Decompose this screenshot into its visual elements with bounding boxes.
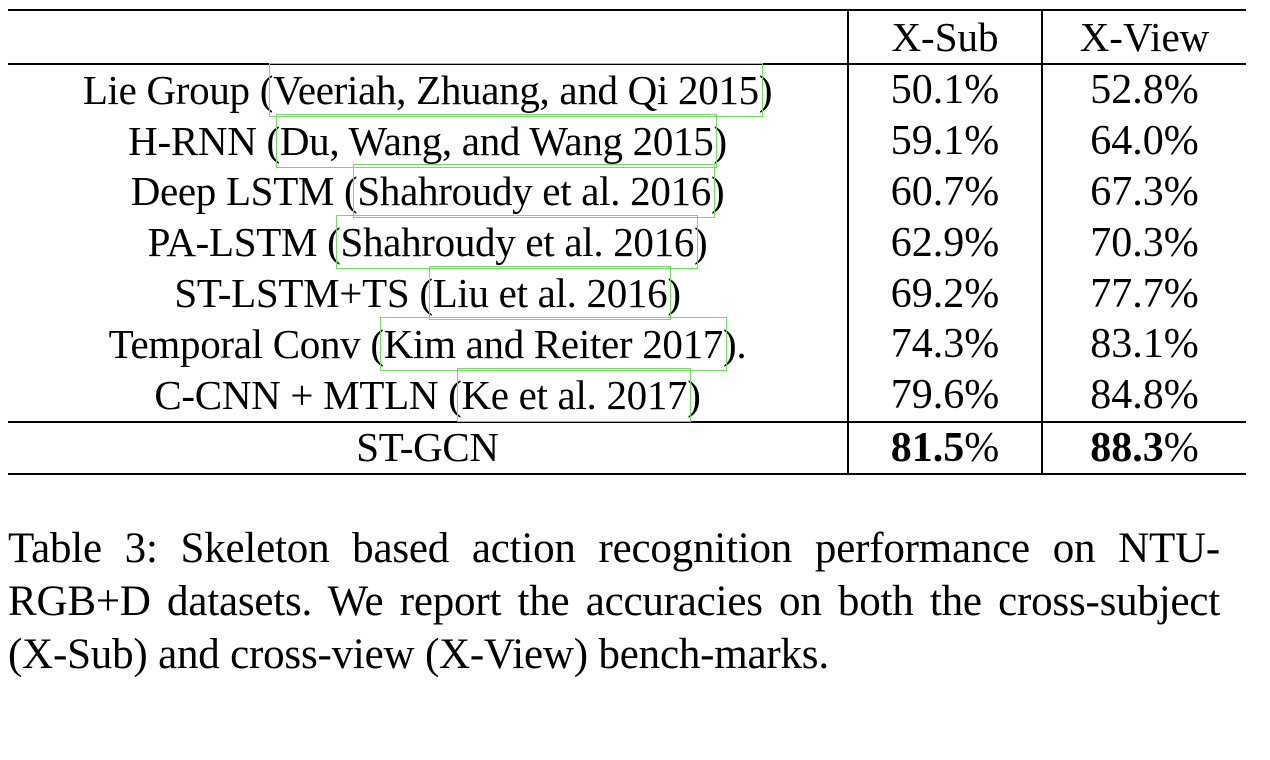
citation-open: (: [334, 168, 358, 215]
citation-close: ): [713, 117, 727, 164]
x-sub-value: 50.1%: [847, 64, 1042, 116]
method-cell: H-RNN (Du, Wang, and Wang 2015): [8, 113, 848, 168]
citation-open: (: [249, 66, 274, 113]
citation-link[interactable]: Du, Wang, and Wang 2015: [275, 113, 718, 168]
table-row: ST-LSTM+TS (Liu et al. 2016) 69.2% 77.7%: [8, 266, 1246, 321]
x-view-best-number: 88.3%: [1090, 424, 1199, 471]
method-cell: Lie Group (Veeriah, Zhuang, and Qi 2015): [8, 62, 848, 117]
citation-link[interactable]: Kim and Reiter 2017: [379, 316, 728, 371]
x-sub-value: 60.7%: [847, 166, 1042, 218]
percent-sign: %: [964, 424, 1000, 471]
table-row: Temporal Conv (Kim and Reiter 2017). 74.…: [8, 316, 1246, 371]
percent-sign: %: [1163, 424, 1199, 471]
x-view-value: 67.3%: [1041, 166, 1246, 218]
x-view-value: 83.1%: [1041, 318, 1246, 370]
x-view-value: 77.7%: [1041, 268, 1246, 319]
citation-open: (: [317, 219, 341, 266]
method-name: Temporal Conv: [108, 320, 361, 367]
x-sub-value: 79.6%: [847, 369, 1042, 422]
citation-close: ): [694, 219, 708, 266]
x-sub-column-header: X-Sub: [847, 10, 1042, 64]
method-name: Deep LSTM: [130, 168, 335, 215]
method-cell: PA-LSTM (Shahroudy et al. 2016): [8, 215, 848, 270]
method-name: Lie Group: [82, 66, 250, 113]
x-view-value: 70.3%: [1041, 217, 1246, 269]
x-sub-value: 69.2%: [847, 268, 1042, 319]
citation-link[interactable]: Liu et al. 2016: [428, 266, 672, 321]
citation-open: (: [360, 320, 384, 367]
x-sub-value: 62.9%: [847, 217, 1042, 269]
citation-open: (: [256, 117, 280, 164]
method-cell: Temporal Conv (Kim and Reiter 2017).: [8, 316, 848, 371]
citation-link[interactable]: Veeriah, Zhuang, and Qi 2015: [269, 62, 763, 117]
proposed-method-name: ST-GCN: [356, 424, 499, 471]
table-row: PA-LSTM (Shahroudy et al. 2016) 62.9% 70…: [8, 215, 1246, 270]
method-name: H-RNN: [128, 117, 257, 164]
table-header-row: X-Sub X-View: [8, 10, 1246, 64]
method-cell: Deep LSTM (Shahroudy et al. 2016): [8, 164, 848, 219]
method-name: C-CNN + MTLN: [154, 371, 439, 418]
citation-close: ): [687, 371, 701, 418]
results-table: X-Sub X-View Lie Group (Veeriah, Zhuang,…: [8, 9, 1246, 475]
x-view-best-value: 88.3%: [1041, 421, 1246, 474]
citation-open: (: [409, 270, 433, 317]
x-sub-best-number: 81.5%: [890, 424, 1000, 471]
x-sub-value: 74.3%: [847, 318, 1042, 370]
method-name: ST-LSTM+TS: [174, 270, 410, 317]
table-row: Deep LSTM (Shahroudy et al. 2016) 60.7% …: [8, 164, 1246, 219]
x-view-column-header: X-View: [1041, 10, 1246, 64]
method-cell: C-CNN + MTLN (Ke et al. 2017): [8, 367, 848, 422]
x-view-value: 84.8%: [1041, 369, 1246, 422]
citation-link[interactable]: Ke et al. 2017: [457, 367, 692, 422]
x-sub-value: 59.1%: [847, 115, 1042, 167]
table-row: C-CNN + MTLN (Ke et al. 2017) 79.6% 84.8…: [8, 367, 1246, 422]
method-cell: ST-LSTM+TS (Liu et al. 2016): [8, 266, 848, 321]
citation-link[interactable]: Shahroudy et al. 2016: [353, 164, 715, 219]
citation-close: ): [710, 168, 725, 215]
table-row: Lie Group (Veeriah, Zhuang, and Qi 2015)…: [8, 62, 1246, 117]
table-row: H-RNN (Du, Wang, and Wang 2015) 59.1% 64…: [8, 113, 1246, 168]
proposed-method-row: ST-GCN 81.5% 88.3%: [8, 421, 1246, 474]
method-name: PA-LSTM: [147, 219, 318, 266]
citation-close: ): [758, 66, 773, 113]
citation-close: ).: [723, 320, 747, 367]
x-sub-best-value: 81.5%: [847, 421, 1042, 474]
citation-close: ): [667, 270, 681, 317]
citation-open: (: [438, 371, 462, 418]
x-view-value: 64.0%: [1041, 115, 1246, 167]
x-view-value: 52.8%: [1041, 64, 1246, 116]
citation-link[interactable]: Shahroudy et al. 2016: [336, 215, 699, 270]
method-column-header: [8, 10, 848, 64]
table-caption: Table 3: Skeleton based action recogniti…: [8, 525, 1220, 678]
